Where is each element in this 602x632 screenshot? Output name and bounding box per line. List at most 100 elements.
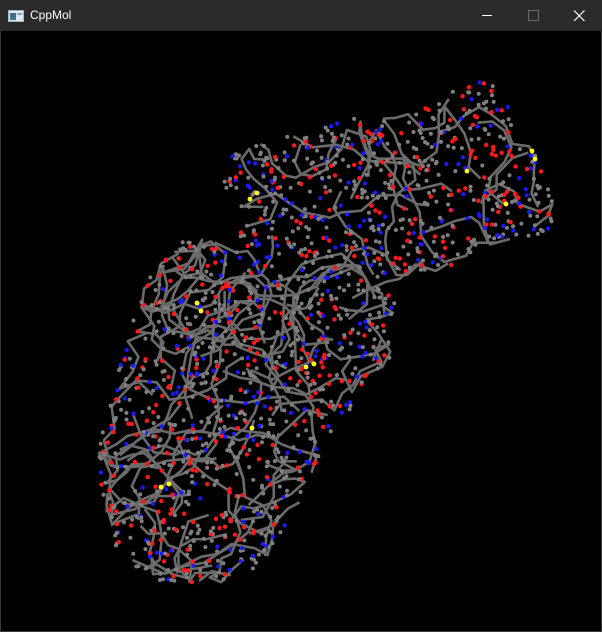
carbon-atom	[306, 287, 311, 292]
carbon-atom	[251, 228, 256, 233]
oxygen-atom	[268, 482, 273, 487]
oxygen-atom	[537, 209, 542, 214]
carbon-atom	[213, 300, 218, 305]
carbon-atom	[338, 178, 343, 183]
backbone-chain	[201, 272, 325, 347]
oxygen-atom	[307, 249, 312, 254]
oxygen-atom	[387, 172, 393, 178]
carbon-atom	[102, 452, 107, 456]
oxygen-atom	[470, 122, 476, 128]
carbon-atom	[255, 284, 260, 289]
oxygen-atom	[185, 547, 191, 552]
carbon-atom	[166, 568, 170, 572]
carbon-atom	[381, 192, 386, 196]
close-button[interactable]	[556, 0, 602, 31]
backbone-chain	[240, 147, 279, 228]
nitrogen-atom	[289, 201, 294, 206]
carbon-atom	[428, 131, 433, 136]
oxygen-atom	[447, 117, 453, 123]
carbon-atom	[546, 193, 551, 198]
carbon-atom	[284, 419, 289, 424]
nitrogen-atom	[495, 107, 500, 112]
carbon-atom	[154, 307, 159, 312]
nitrogen-atom	[262, 404, 267, 409]
oxygen-atom	[129, 523, 134, 528]
carbon-atom	[317, 320, 321, 325]
nitrogen-atom	[313, 354, 318, 359]
oxygen-atom	[317, 373, 322, 378]
carbon-atom	[190, 394, 195, 399]
nitrogen-atom	[333, 245, 338, 250]
oxygen-atom	[164, 258, 169, 263]
carbon-atom	[214, 359, 219, 364]
nitrogen-atom	[289, 410, 294, 415]
carbon-atom	[498, 134, 503, 139]
carbon-atom	[483, 106, 488, 111]
oxygen-atom	[327, 373, 332, 378]
nitrogen-atom	[241, 519, 246, 525]
carbon-atom	[186, 406, 191, 411]
carbon-atom	[242, 418, 247, 422]
oxygen-atom	[148, 551, 153, 556]
title-bar[interactable]: CppMol	[0, 0, 602, 31]
molecule-render[interactable]	[1, 31, 601, 631]
oxygen-atom	[347, 378, 352, 384]
carbon-atom	[432, 117, 436, 122]
carbon-atom	[546, 187, 550, 192]
nitrogen-atom	[174, 390, 179, 395]
nitrogen-atom	[170, 391, 176, 397]
carbon-atom	[427, 190, 431, 195]
carbon-atom	[201, 474, 206, 479]
carbon-atom	[336, 147, 341, 152]
carbon-atom	[153, 288, 158, 292]
carbon-atom	[377, 314, 382, 319]
carbon-atom	[123, 383, 128, 388]
carbon-atom	[233, 152, 238, 157]
carbon-atom	[130, 501, 135, 506]
carbon-atom	[185, 552, 190, 557]
carbon-atom	[207, 345, 212, 350]
carbon-atom	[531, 176, 536, 181]
carbon-atom	[505, 210, 510, 215]
carbon-atom	[277, 484, 282, 489]
carbon-atom	[122, 500, 127, 505]
oxygen-atom	[189, 579, 195, 585]
carbon-atom	[212, 283, 216, 288]
oxygen-atom	[144, 461, 150, 466]
carbon-atom	[141, 367, 146, 372]
carbon-atom	[418, 267, 423, 272]
carbon-atom	[316, 301, 321, 306]
carbon-atom	[284, 493, 289, 498]
carbon-atom	[348, 341, 353, 346]
carbon-atom	[344, 230, 348, 235]
nitrogen-atom	[194, 371, 199, 376]
molecule-viewport[interactable]	[1, 31, 601, 631]
minimize-button[interactable]	[464, 0, 510, 31]
oxygen-atom	[238, 170, 243, 175]
backbone-chain	[340, 321, 392, 394]
oxygen-atom	[299, 366, 304, 372]
nitrogen-atom	[325, 288, 331, 294]
oxygen-atom	[169, 507, 174, 512]
carbon-atom	[368, 164, 372, 169]
nitrogen-atom	[198, 436, 203, 441]
carbon-atom	[319, 399, 324, 404]
carbon-atom	[214, 466, 219, 471]
carbon-atom	[248, 311, 253, 316]
nitrogen-atom	[124, 347, 129, 352]
carbon-atom	[279, 455, 284, 460]
carbon-atom	[101, 492, 106, 497]
nitrogen-atom	[337, 341, 342, 346]
oxygen-atom	[194, 357, 199, 362]
carbon-atom	[296, 277, 301, 282]
carbon-atom	[352, 116, 357, 121]
nitrogen-atom	[361, 218, 367, 223]
nitrogen-atom	[523, 187, 528, 192]
nitrogen-atom	[433, 142, 438, 147]
nitrogen-atom	[384, 311, 389, 316]
carbon-atom	[204, 441, 209, 446]
nitrogen-atom	[285, 450, 290, 456]
carbon-atom	[459, 146, 464, 151]
oxygen-atom	[107, 488, 112, 493]
nitrogen-atom	[404, 186, 409, 191]
